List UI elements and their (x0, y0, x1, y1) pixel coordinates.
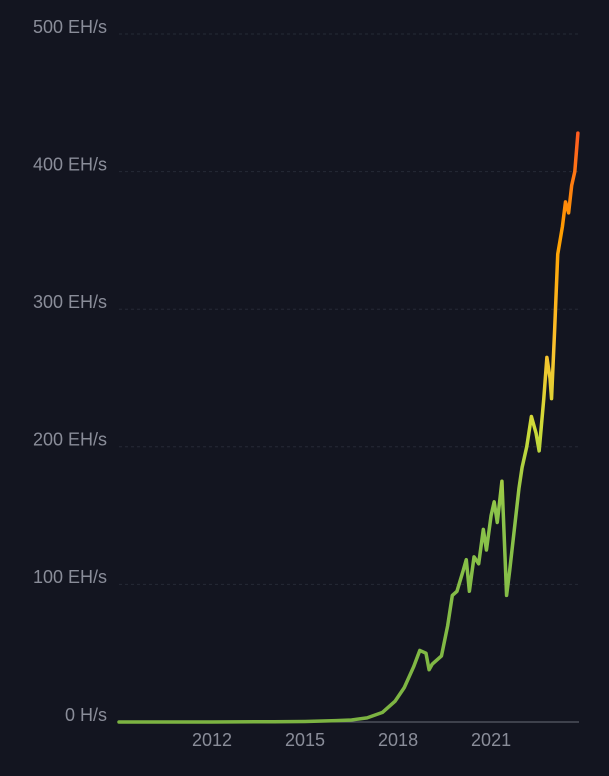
x-tick-label: 2018 (378, 730, 418, 750)
x-tick-label: 2021 (471, 730, 511, 750)
y-tick-label: 100 EH/s (33, 567, 107, 587)
y-tick-label: 300 EH/s (33, 292, 107, 312)
y-tick-label: 400 EH/s (33, 154, 107, 174)
x-tick-label: 2015 (285, 730, 325, 750)
y-tick-label: 500 EH/s (33, 17, 107, 37)
hashrate-line (117, 131, 580, 724)
x-tick-label: 2012 (192, 730, 232, 750)
y-tick-label: 0 H/s (65, 705, 107, 725)
y-tick-label: 200 EH/s (33, 430, 107, 450)
